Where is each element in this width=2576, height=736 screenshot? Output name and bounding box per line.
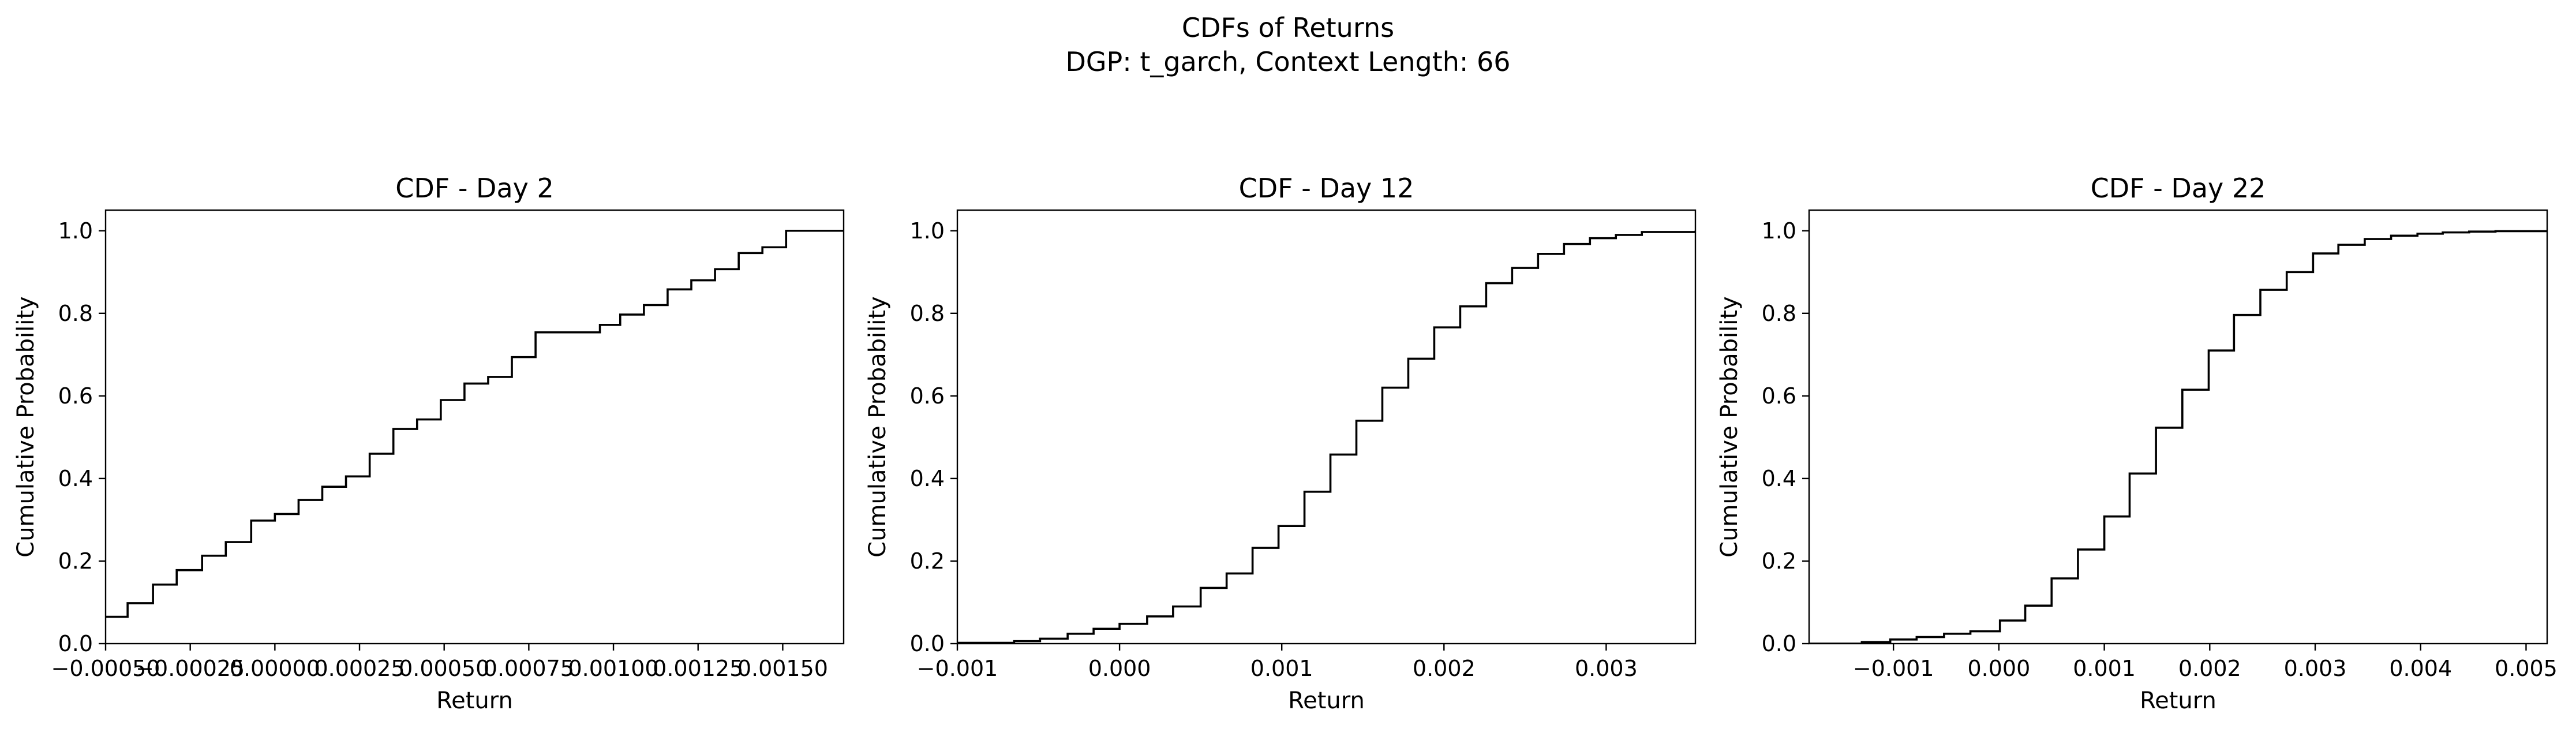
cdf-panel-day-2: CDF - Day 2 −0.00050−0.000250.000000.0002… — [13, 173, 845, 714]
cdf-step-line — [957, 230, 1695, 644]
cdf-panel-day-12: CDF - Day 12 −0.001 0.000 0.001 0.002 0.003 0.… — [864, 173, 1697, 714]
x-tick-label: 0.00125 — [653, 656, 743, 681]
y-tick-label: 0.8 — [58, 301, 93, 326]
y-tick-label: 0.6 — [910, 383, 945, 409]
figure-suptitle-line1: CDFs of Returns — [1182, 12, 1394, 43]
y-tick-label: 1.0 — [910, 218, 945, 244]
y-tick-label: 0.0 — [910, 631, 945, 656]
chart-title: CDF - Day 2 — [395, 173, 554, 204]
x-tick-label: 0.003 — [2284, 656, 2347, 681]
y-tick-label: 0.4 — [1762, 466, 1796, 491]
y-axis-label: Cumulative Probability — [864, 296, 891, 557]
x-tick-label: −0.001 — [1853, 656, 1934, 681]
y-tick-label: 0.6 — [1762, 383, 1796, 409]
chart-title: CDF - Day 12 — [1239, 173, 1414, 204]
axes-frame — [104, 209, 845, 645]
x-tick-label: 0.004 — [2389, 656, 2452, 681]
cdf-step-line — [106, 229, 844, 618]
y-tick-label: 1.0 — [58, 218, 93, 244]
x-tick-label: 0.00000 — [230, 656, 320, 681]
x-axis-label: Return — [1288, 688, 1365, 714]
y-tick-label: 0.0 — [1762, 631, 1796, 656]
y-tick-label: 1.0 — [1762, 218, 1796, 244]
axes-frame — [956, 209, 1697, 645]
x-tick-label: 0.00150 — [737, 656, 828, 681]
x-tick-label: 0.003 — [1575, 656, 1638, 681]
x-tick-label: 0.001 — [2073, 656, 2136, 681]
y-tick-label: 0.4 — [910, 466, 945, 491]
y-tick-label: 0.2 — [1762, 548, 1796, 574]
x-tick-label: 0.00025 — [314, 656, 405, 681]
x-tick-label: −0.001 — [917, 656, 998, 681]
x-tick-label: 0.005 — [2495, 656, 2558, 681]
x-tick-label: 0.00100 — [568, 656, 658, 681]
x-axis-label: Return — [436, 688, 513, 714]
x-tick-label: 0.000 — [1967, 656, 2030, 681]
x-tick-label: 0.00050 — [399, 656, 489, 681]
x-tick-label: 0.000 — [1088, 656, 1151, 681]
x-axis-label: Return — [2140, 688, 2216, 714]
y-axis-label: Cumulative Probability — [1716, 296, 1743, 557]
y-tick-label: 0.8 — [1762, 301, 1796, 326]
x-tick-label: −0.00050 — [51, 656, 160, 681]
y-tick-label: 0.0 — [58, 631, 93, 656]
x-tick-label: 0.002 — [2178, 656, 2241, 681]
y-tick-label: 0.6 — [58, 383, 93, 409]
x-tick-label: 0.00075 — [484, 656, 574, 681]
axes-frame — [1808, 209, 2548, 645]
cdf-panel-day-22: CDF - Day 22 −0.001 0.000 0.001 0.002 0.003 0.… — [1716, 173, 2558, 714]
y-axis-label: Cumulative Probability — [13, 296, 39, 557]
figure-suptitle-line2: DGP: t_garch, Context Length: 66 — [1065, 46, 1510, 77]
x-tick-label: 0.001 — [1250, 656, 1313, 681]
chart-title: CDF - Day 22 — [2091, 173, 2266, 204]
y-tick-label: 0.4 — [58, 466, 93, 491]
cdf-step-line — [1809, 230, 2547, 644]
y-tick-label: 0.2 — [910, 548, 945, 574]
x-tick-label: 0.002 — [1413, 656, 1476, 681]
x-tick-label: −0.00025 — [136, 656, 245, 681]
y-tick-label: 0.8 — [910, 301, 945, 326]
y-tick-label: 0.2 — [58, 548, 93, 574]
